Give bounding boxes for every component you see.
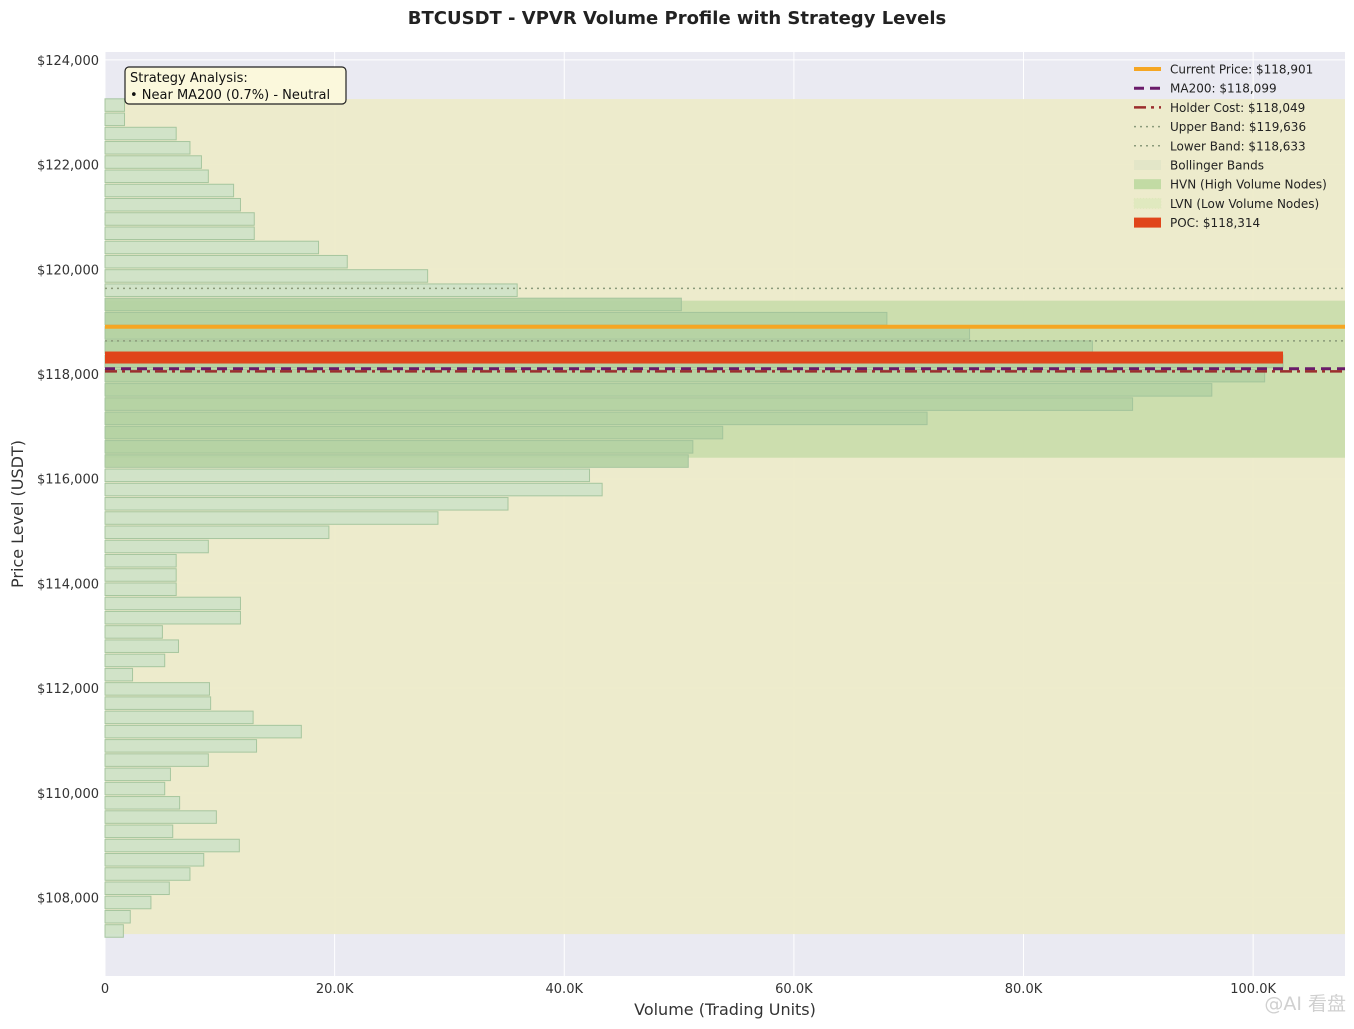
volume-bar bbox=[104, 596, 241, 611]
volume-bar bbox=[104, 909, 131, 924]
volume-bar bbox=[104, 539, 209, 554]
volume-bar bbox=[104, 696, 212, 710]
volume-bar bbox=[104, 226, 255, 241]
legend-swatch bbox=[1134, 217, 1161, 228]
volume-bar bbox=[104, 895, 152, 910]
y-tick-label: $116,000 bbox=[37, 473, 99, 488]
volume-bar bbox=[104, 511, 439, 525]
legend-label: HVN (High Volume Nodes) bbox=[1170, 178, 1327, 192]
volume-bar bbox=[104, 197, 241, 212]
volume-bar bbox=[104, 297, 682, 312]
volume-bar bbox=[104, 625, 163, 639]
volume-bar bbox=[104, 454, 689, 468]
y-tick-label: $122,000 bbox=[37, 159, 99, 174]
volume-bar bbox=[104, 254, 348, 269]
volume-bar bbox=[104, 482, 603, 497]
volume-bar bbox=[104, 639, 179, 653]
volume-bar bbox=[104, 739, 258, 753]
volume-bar bbox=[104, 610, 241, 625]
annotation-box bbox=[124, 66, 347, 105]
volume-bar bbox=[104, 183, 235, 198]
poc-bar bbox=[105, 351, 1283, 364]
volume-bar bbox=[104, 440, 694, 454]
x-tick-label: 40.0K bbox=[546, 982, 584, 997]
y-tick-label: $112,000 bbox=[37, 682, 99, 697]
volume-bar bbox=[104, 753, 209, 767]
volume-bar bbox=[104, 383, 1213, 397]
volume-bar bbox=[104, 425, 724, 440]
volume-bar bbox=[104, 155, 202, 169]
volume-bar bbox=[104, 283, 518, 297]
y-tick-label: $118,000 bbox=[37, 368, 99, 383]
volume-bar bbox=[104, 141, 191, 155]
y-tick-label: $110,000 bbox=[37, 787, 99, 802]
x-tick-label: 60.0K bbox=[775, 982, 813, 997]
y-axis-label: Price Level (USDT) bbox=[8, 440, 27, 588]
legend-swatch bbox=[1133, 197, 1162, 209]
volume-bar bbox=[104, 311, 888, 326]
volume-bar bbox=[104, 724, 302, 739]
y-tick-label: $124,000 bbox=[37, 54, 99, 69]
volume-bar bbox=[104, 269, 429, 283]
volume-bar bbox=[104, 411, 928, 426]
volume-bar bbox=[104, 853, 205, 867]
strategy-levels bbox=[105, 287, 1345, 373]
volume-bar bbox=[104, 553, 177, 568]
x-tick-label: 0 bbox=[101, 982, 109, 997]
volume-bar bbox=[104, 881, 170, 896]
x-tick-label: 20.0K bbox=[316, 982, 354, 997]
volume-bar bbox=[104, 582, 177, 596]
legend-label: Lower Band: $118,633 bbox=[1170, 139, 1306, 153]
volume-bar bbox=[104, 667, 134, 682]
volume-bar bbox=[104, 497, 509, 511]
watermark: @AI 看盘 bbox=[1264, 993, 1346, 1015]
volume-bar bbox=[104, 240, 320, 255]
y-tick-label: $120,000 bbox=[37, 263, 99, 278]
volume-bar bbox=[104, 767, 171, 782]
legend-label: LVN (Low Volume Nodes) bbox=[1170, 197, 1319, 211]
legend-label: Current Price: $118,901 bbox=[1170, 63, 1313, 77]
y-axis-ticks: $108,000 $110,000 $112,000 $114,000 $116,000… bbox=[37, 54, 99, 907]
chart-title: BTCUSDT - VPVR Volume Profile with Strat… bbox=[407, 8, 947, 29]
volume-bar bbox=[104, 924, 124, 938]
x-tick-label: 100.0K bbox=[1230, 982, 1276, 997]
strategy-annotation: Strategy Analysis: • Near MA200 (0.7%) - … bbox=[124, 66, 347, 105]
volume-bar bbox=[104, 525, 330, 540]
legend-label: Upper Band: $119,636 bbox=[1170, 120, 1306, 134]
volume-bar bbox=[104, 169, 209, 184]
volume-bar bbox=[104, 710, 254, 725]
x-tick-label: 80.0K bbox=[1005, 982, 1043, 997]
legend-label: Bollinger Bands bbox=[1170, 159, 1264, 173]
annotation-line: Strategy Analysis: bbox=[130, 71, 248, 86]
volume-bar bbox=[104, 468, 591, 483]
annotation-line: • Near MA200 (0.7%) - Neutral bbox=[130, 88, 330, 103]
volume-bar bbox=[104, 867, 191, 881]
x-axis-ticks: 0 20.0K 40.0K 60.0K 80.0K 100.0K bbox=[101, 982, 1277, 997]
volume-bar bbox=[104, 112, 126, 127]
volume-bar bbox=[104, 781, 166, 796]
volume-bar bbox=[104, 653, 166, 668]
legend-label: POC: $118,314 bbox=[1170, 216, 1260, 230]
volume-bar bbox=[104, 796, 181, 810]
y-tick-label: $108,000 bbox=[37, 891, 99, 906]
legend-label: Holder Cost: $118,049 bbox=[1170, 101, 1305, 115]
volume-bar bbox=[104, 810, 217, 824]
volume-bar bbox=[104, 568, 177, 582]
legend-label: MA200: $118,099 bbox=[1170, 82, 1277, 96]
volume-bar bbox=[104, 838, 240, 853]
legend-swatch bbox=[1134, 160, 1161, 170]
volume-bar bbox=[104, 98, 126, 112]
legend: Current Price: $118,901 MA200: $118,099 Ho… bbox=[1133, 63, 1327, 230]
volume-bar bbox=[104, 824, 174, 839]
volume-bar bbox=[104, 682, 210, 696]
volume-bar bbox=[104, 212, 255, 226]
volume-bar bbox=[104, 397, 1134, 411]
y-tick-label: $114,000 bbox=[37, 577, 99, 592]
legend-swatch bbox=[1134, 179, 1161, 190]
x-axis-label: Volume (Trading Units) bbox=[634, 1000, 816, 1019]
volume-bar bbox=[104, 126, 177, 141]
